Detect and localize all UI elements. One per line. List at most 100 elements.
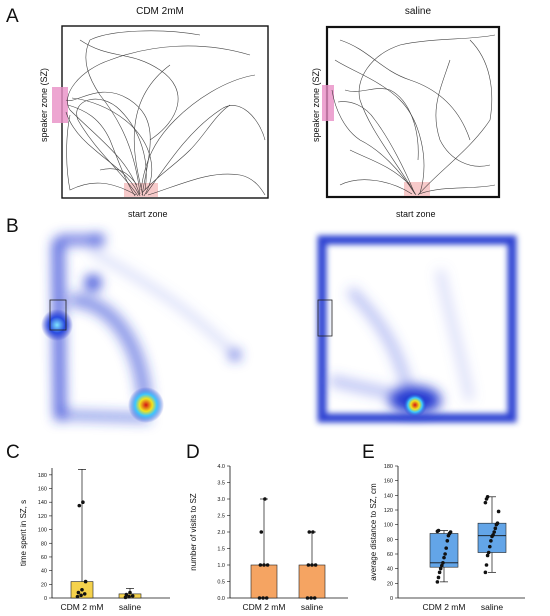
data-point xyxy=(441,561,445,565)
y-tick-label: 1.0 xyxy=(217,563,225,569)
data-point xyxy=(489,539,493,543)
data-point xyxy=(258,563,263,567)
heatmap-hotspot xyxy=(403,393,427,417)
speaker-zone-box xyxy=(317,299,333,337)
data-point xyxy=(438,566,443,571)
y-tick-label: 100 xyxy=(38,528,47,534)
data-point xyxy=(264,596,269,600)
data-point xyxy=(130,594,135,598)
panel-letter-c: C xyxy=(6,442,20,463)
data-point xyxy=(82,592,87,596)
y-axis-label: number of visits to SZ xyxy=(189,493,198,570)
y-tick-label: 3.0 xyxy=(217,497,225,503)
data-point xyxy=(485,553,490,558)
data-point xyxy=(435,580,440,584)
data-point xyxy=(80,587,84,592)
y-tick-label: 80 xyxy=(41,541,47,547)
trajectory-lines xyxy=(65,30,266,197)
data-point xyxy=(305,596,310,600)
data-point xyxy=(483,570,488,575)
y-tick-label: 2.5 xyxy=(217,514,225,520)
data-point xyxy=(442,555,446,560)
y-tick-label: 20 xyxy=(41,582,47,588)
y-tick-label: 60 xyxy=(41,555,47,561)
y-tick-label: 160 xyxy=(384,479,393,485)
data-point xyxy=(313,563,318,567)
panel-letter-b: B xyxy=(6,216,19,237)
data-point xyxy=(444,546,449,550)
start-zone-label-right: start zone xyxy=(396,209,436,219)
y-tick-label: 80 xyxy=(387,537,393,543)
data-point xyxy=(484,563,489,567)
x-tick-label: CDM 2 mM xyxy=(243,602,286,612)
data-point xyxy=(257,596,262,600)
condition-title-saline: saline xyxy=(404,6,432,17)
condition-title-cdm: CDM 2mM xyxy=(136,6,184,17)
y-tick-label: 20 xyxy=(387,581,393,587)
y-tick-label: 1.5 xyxy=(217,547,225,553)
y-tick-label: 60 xyxy=(387,552,393,558)
data-point xyxy=(307,530,312,534)
data-point xyxy=(485,495,490,499)
speaker-zone-box xyxy=(49,299,67,331)
data-point xyxy=(262,563,266,567)
data-point xyxy=(492,530,497,534)
data-point xyxy=(488,544,492,549)
data-point xyxy=(261,596,265,600)
y-tick-label: 40 xyxy=(41,569,47,575)
y-tick-label: 40 xyxy=(387,567,393,573)
data-point xyxy=(77,503,82,508)
y-tick-label: 4.0 xyxy=(217,464,225,470)
y-tick-label: 3.5 xyxy=(217,481,225,487)
data-point xyxy=(76,590,81,595)
y-tick-label: 140 xyxy=(384,493,393,499)
bar xyxy=(298,564,326,599)
x-tick-label: saline xyxy=(301,602,323,612)
x-tick-label: saline xyxy=(481,602,503,612)
data-point xyxy=(440,563,444,568)
data-point xyxy=(486,550,491,555)
data-point xyxy=(312,596,317,600)
data-point xyxy=(436,528,441,533)
data-point xyxy=(309,596,313,600)
data-point xyxy=(311,530,315,534)
data-point xyxy=(495,521,500,525)
y-tick-label: 100 xyxy=(384,523,393,529)
bar xyxy=(250,564,278,599)
y-tick-label: 120 xyxy=(38,514,47,520)
data-point xyxy=(437,570,442,575)
y-tick-label: 0.0 xyxy=(217,596,225,602)
data-point xyxy=(443,552,447,556)
heatmap-hotspot xyxy=(128,387,164,423)
chart-e: 0 20 40 60 80 100 120 140 160 180 average distance… xyxy=(369,464,525,612)
data-point xyxy=(83,579,88,584)
heatmap-saline xyxy=(317,235,517,423)
data-point xyxy=(496,509,501,514)
data-point xyxy=(493,526,498,531)
data-point xyxy=(448,530,453,534)
y-tick-label: 180 xyxy=(384,464,393,470)
speaker-zone-marker xyxy=(52,87,68,123)
speaker-zone-marker xyxy=(322,85,334,121)
data-point xyxy=(127,594,131,599)
data-point xyxy=(265,563,270,567)
data-point xyxy=(306,563,311,567)
data-point xyxy=(436,575,441,580)
data-point xyxy=(123,595,128,600)
y-tick-label: 160 xyxy=(38,487,47,493)
data-point xyxy=(79,593,83,598)
panel-letter-e: E xyxy=(362,442,375,463)
panel-letter-a: A xyxy=(6,6,19,27)
data-point xyxy=(128,590,132,595)
data-point xyxy=(263,497,267,501)
y-axis-label: average distance to SZ, cm xyxy=(369,483,378,581)
start-zone-marker xyxy=(404,182,430,196)
x-tick-label: CDM 2 mM xyxy=(423,602,466,612)
y-tick-label: 2.0 xyxy=(217,530,225,536)
data-point xyxy=(491,533,495,537)
data-point xyxy=(81,500,85,505)
heatmap-cdm xyxy=(41,234,240,423)
y-tick-label: 0 xyxy=(390,596,393,602)
y-tick-label: 140 xyxy=(38,500,47,506)
